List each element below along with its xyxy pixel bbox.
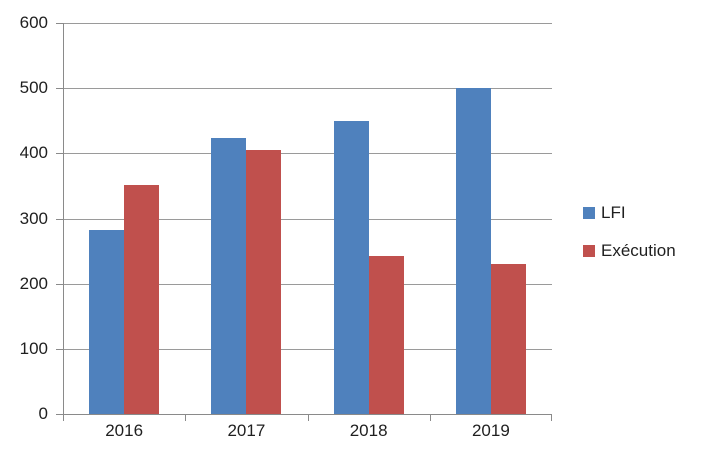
gridline-400 xyxy=(63,153,552,154)
legend-swatch-lfi xyxy=(583,207,595,219)
gridline-100 xyxy=(63,349,552,350)
gridline-200 xyxy=(63,284,552,285)
y-axis-label-300: 300 xyxy=(19,209,48,228)
y-tick-0 xyxy=(56,414,63,415)
y-axis-label-600: 600 xyxy=(19,13,48,32)
y-tick-600 xyxy=(56,23,63,24)
x-axis-label-2017: 2017 xyxy=(227,421,266,440)
bar-group-2017 xyxy=(185,23,307,414)
y-axis-label-200: 200 xyxy=(19,274,48,293)
y-axis-label-0: 0 xyxy=(38,404,48,423)
y-axis-label-100: 100 xyxy=(19,339,48,358)
legend-label-lfi: LFI xyxy=(601,203,626,222)
y-tick-300 xyxy=(56,219,63,220)
bar-lfi-2017 xyxy=(211,137,247,414)
y-tick-500 xyxy=(56,88,63,89)
legend-item-excution: Exécution xyxy=(583,240,676,262)
x-tick-2 xyxy=(308,414,309,421)
y-tick-400 xyxy=(56,153,63,154)
bar-excution-2018 xyxy=(368,255,404,414)
legend: LFI Exécution xyxy=(583,202,676,278)
bar-lfi-2019 xyxy=(455,88,491,414)
plot-area xyxy=(56,23,552,421)
bar-lfi-2018 xyxy=(333,120,369,414)
y-axis-line xyxy=(63,23,64,415)
bar-lfi-2016 xyxy=(89,229,125,414)
x-axis-line xyxy=(63,414,552,415)
x-axis-label-2016: 2016 xyxy=(105,421,144,440)
x-tick-3 xyxy=(430,414,431,421)
x-tick-end xyxy=(551,414,552,421)
y-axis-label-400: 400 xyxy=(19,143,48,162)
gridline-300 xyxy=(63,219,552,220)
x-tick-0 xyxy=(63,414,64,421)
x-axis-label-2018: 2018 xyxy=(349,421,388,440)
bar-group-2016 xyxy=(63,23,185,414)
legend-label-excution: Exécution xyxy=(601,241,676,260)
legend-item-lfi: LFI xyxy=(583,202,676,224)
x-axis-label-2019: 2019 xyxy=(471,421,510,440)
bar-excution-2019 xyxy=(490,264,526,414)
y-tick-100 xyxy=(56,349,63,350)
x-tick-1 xyxy=(185,414,186,421)
bar-group-2019 xyxy=(430,23,552,414)
legend-swatch-excution xyxy=(583,245,595,257)
y-tick-200 xyxy=(56,284,63,285)
y-axis-label-500: 500 xyxy=(19,78,48,97)
bar-excution-2016 xyxy=(124,184,160,414)
gridline-500 xyxy=(63,88,552,89)
gridline-600 xyxy=(63,23,552,24)
bar-group-2018 xyxy=(308,23,430,414)
bar-excution-2017 xyxy=(246,150,282,414)
